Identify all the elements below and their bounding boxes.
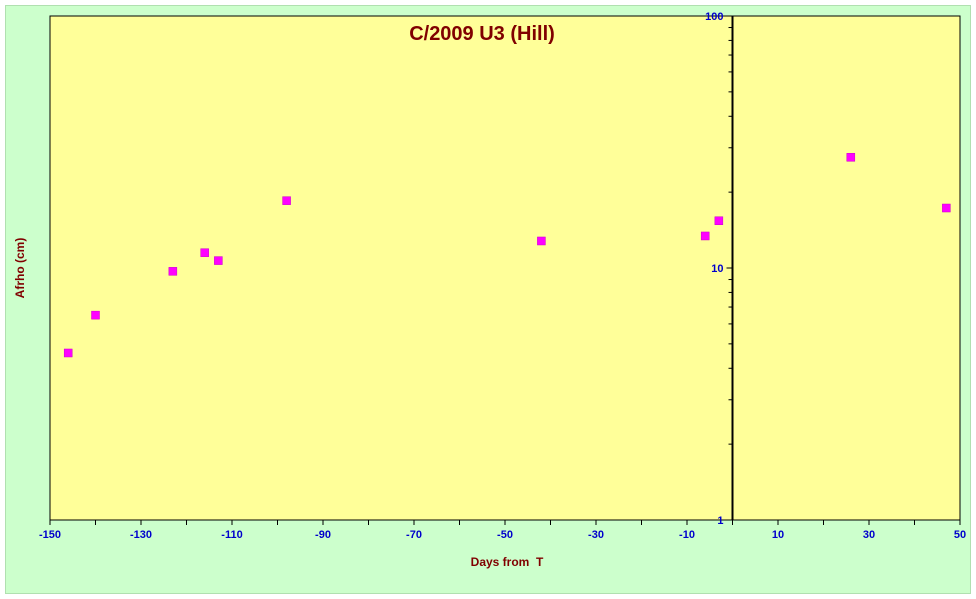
data-point [168, 267, 178, 276]
x-tick-label: -70 [406, 529, 422, 541]
x-tick-label: 30 [863, 529, 875, 541]
data-point [942, 203, 951, 213]
x-tick-label: -30 [588, 529, 604, 541]
x-tick-label: -130 [130, 529, 152, 541]
data-point [200, 248, 209, 257]
data-point [700, 231, 710, 241]
y-tick-label: 10 [711, 263, 723, 275]
x-tick-label: -90 [315, 529, 331, 541]
x-tick-label: -10 [679, 529, 695, 541]
data-point [214, 256, 223, 265]
x-tick-label: 10 [772, 529, 784, 541]
y-axis-title: Afrho (cm) [13, 238, 27, 299]
y-axis-ticks: 1 10 100 [705, 11, 733, 527]
chart-area: -150 -130 -110 -90 -70 -50 -30 -10 10 30 50 1 10 100… [5, 5, 971, 594]
plot-area [49, 15, 961, 521]
data-point [537, 236, 546, 246]
data-point [714, 216, 724, 225]
x-axis-title: Days from T [471, 555, 544, 569]
x-axis-ticks: -150 -130 -110 -90 -70 -50 -30 -10 10 30 50 [39, 520, 966, 541]
y-tick-label: 100 [705, 11, 723, 23]
data-point [63, 348, 73, 358]
data-points [63, 153, 951, 358]
x-tick-label: 50 [954, 529, 966, 541]
data-point [282, 196, 291, 205]
x-tick-label: -110 [221, 529, 242, 541]
x-tick-label: -150 [39, 529, 61, 541]
y-tick-label: 1 [717, 515, 723, 527]
chart-title: C/2009 U3 (Hill) [409, 23, 555, 45]
data-point [846, 153, 856, 162]
x-tick-label: -50 [497, 529, 513, 541]
scatter-chart: -150 -130 -110 -90 -70 -50 -30 -10 10 30 50 1 10 100… [13, 11, 966, 569]
data-point [91, 310, 100, 320]
